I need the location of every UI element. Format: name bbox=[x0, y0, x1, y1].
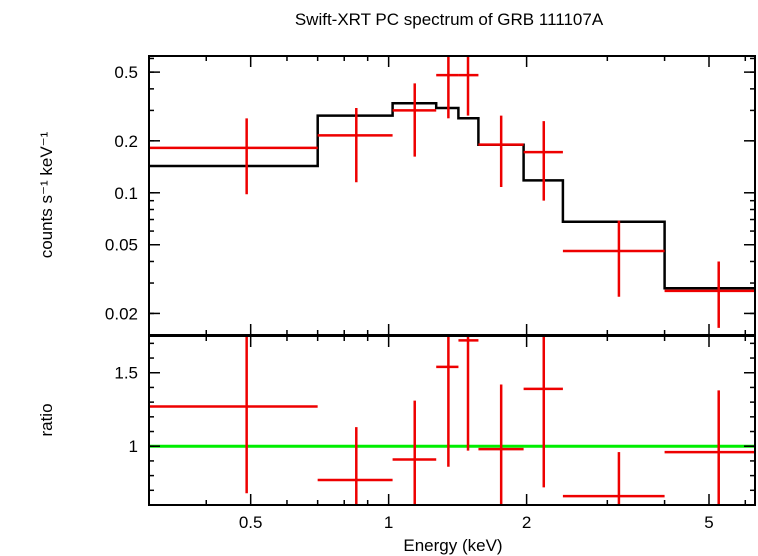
x-tick-label: 5 bbox=[704, 513, 713, 532]
spectrum-data-point bbox=[317, 107, 393, 183]
ratio-data-point bbox=[523, 336, 563, 488]
ratio-panel: 11.5 bbox=[114, 335, 756, 506]
spectrum-y-axis-label: counts s⁻¹ keV⁻¹ bbox=[37, 131, 56, 258]
ratio-y-tick-label: 1 bbox=[129, 437, 138, 456]
spectrum-y-tick-label: 0.1 bbox=[114, 184, 138, 203]
ratio-y-axis-label: ratio bbox=[37, 403, 56, 436]
ratio-data-point bbox=[149, 336, 318, 494]
spectrum-data-point bbox=[562, 220, 665, 297]
ratio-data-point bbox=[562, 452, 665, 505]
spectrum-data-point bbox=[436, 56, 459, 119]
x-axis-label: Energy (keV) bbox=[403, 536, 502, 555]
spectrum-y-tick-label: 0.02 bbox=[105, 304, 138, 323]
x-tick-label: 2 bbox=[522, 513, 531, 532]
plot-area: 0.020.050.10.20.511.50.5 1 2 5 bbox=[105, 55, 756, 532]
spectrum-panel: 0.02 0.05 0.1 0.2 0.5 bbox=[105, 55, 756, 336]
spectrum-y-tick-label: 0.5 bbox=[114, 63, 138, 82]
ratio-data-point bbox=[392, 400, 437, 505]
ratio-data-point bbox=[458, 336, 479, 451]
ratio-data-point bbox=[436, 336, 459, 467]
x-tick-label: 1 bbox=[384, 513, 393, 532]
spectrum-data-point bbox=[458, 56, 479, 116]
ratio-data-point bbox=[478, 384, 524, 505]
spectrum-data-point bbox=[392, 83, 437, 157]
spectrum-data-point bbox=[149, 118, 318, 195]
ratio-data-point bbox=[317, 427, 393, 505]
spectrum-frame bbox=[148, 55, 756, 336]
spectrum-y-tick-label: 0.2 bbox=[114, 132, 138, 151]
spectrum-y-tick-label: 0.05 bbox=[105, 236, 138, 255]
spectrum-data-point bbox=[664, 261, 755, 328]
x-tick-label: 0.5 bbox=[239, 513, 263, 532]
spectrum-data-point bbox=[523, 121, 563, 201]
chart-title: Swift-XRT PC spectrum of GRB 111107A bbox=[295, 10, 604, 29]
ratio-y-tick-label: 1.5 bbox=[114, 364, 138, 383]
ratio-frame bbox=[148, 335, 756, 506]
ratio-data-point bbox=[664, 390, 755, 505]
spectrum-data-point bbox=[478, 115, 524, 188]
model-step-line bbox=[149, 102, 755, 290]
